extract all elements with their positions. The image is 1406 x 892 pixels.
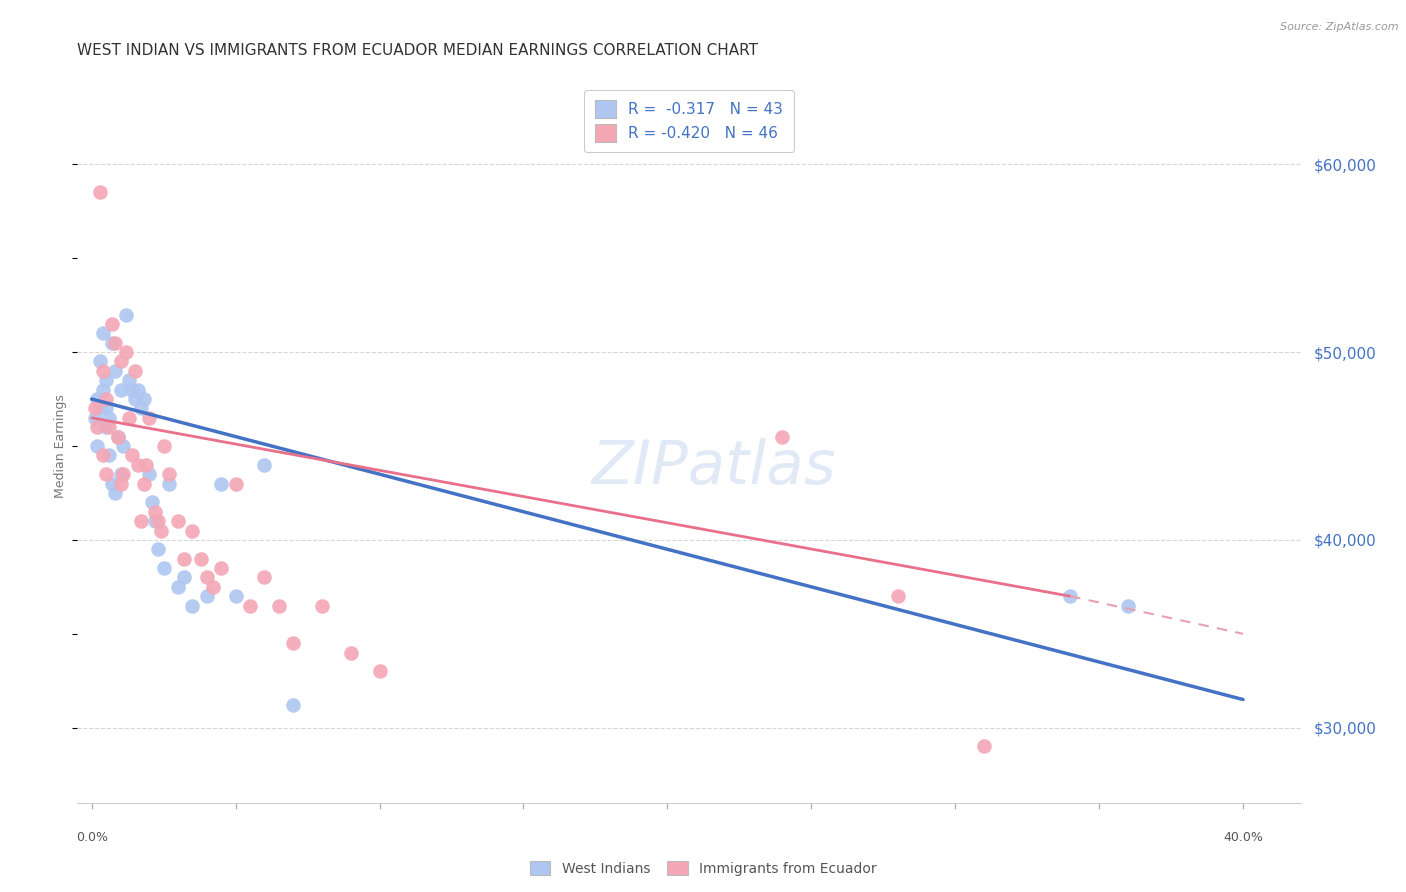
Point	[127, 383, 149, 397]
Point	[110, 476, 132, 491]
Point	[141, 495, 163, 509]
Legend: West Indians, Immigrants from Ecuador: West Indians, Immigrants from Ecuador	[524, 855, 882, 881]
Point	[253, 570, 276, 584]
Point	[124, 364, 146, 378]
Point	[89, 186, 111, 200]
Point	[104, 486, 127, 500]
Point	[209, 561, 232, 575]
Point	[195, 570, 218, 584]
Point	[138, 410, 160, 425]
Point	[107, 429, 129, 443]
Point	[101, 476, 124, 491]
Point	[112, 467, 135, 482]
Point	[181, 524, 204, 538]
Point	[129, 514, 152, 528]
Point	[368, 665, 391, 679]
Point	[104, 364, 127, 378]
Point	[124, 392, 146, 406]
Point	[253, 458, 276, 472]
Point	[167, 580, 190, 594]
Point	[138, 467, 160, 482]
Y-axis label: Median Earnings: Median Earnings	[53, 394, 67, 498]
Point	[112, 439, 135, 453]
Point	[283, 698, 305, 713]
Point	[127, 458, 149, 472]
Legend: R =  -0.317   N = 43, R = -0.420   N = 46: R = -0.317 N = 43, R = -0.420 N = 46	[583, 90, 794, 153]
Point	[152, 561, 174, 575]
Point	[339, 646, 361, 660]
Point	[110, 383, 132, 397]
Text: 0.0%: 0.0%	[76, 831, 108, 845]
Point	[173, 551, 195, 566]
Point	[149, 524, 172, 538]
Point	[135, 458, 157, 472]
Point	[86, 420, 108, 434]
Point	[267, 599, 290, 613]
Point	[283, 636, 305, 650]
Point	[225, 589, 247, 603]
Point	[143, 505, 166, 519]
Point	[94, 467, 117, 482]
Point	[118, 373, 141, 387]
Point	[132, 476, 155, 491]
Point	[94, 420, 117, 434]
Text: ZIPatlas: ZIPatlas	[591, 438, 835, 497]
Point	[94, 392, 117, 406]
Point	[104, 335, 127, 350]
Point	[132, 392, 155, 406]
Point	[107, 429, 129, 443]
Point	[115, 308, 138, 322]
Point	[159, 476, 181, 491]
Point	[1116, 599, 1139, 613]
Point	[98, 410, 121, 425]
Point	[83, 410, 105, 425]
Point	[201, 580, 224, 594]
Point	[146, 514, 169, 528]
Point	[86, 392, 108, 406]
Point	[190, 551, 212, 566]
Point	[118, 410, 141, 425]
Point	[195, 589, 218, 603]
Point	[94, 373, 117, 387]
Point	[89, 354, 111, 368]
Point	[159, 467, 181, 482]
Point	[121, 449, 143, 463]
Point	[886, 589, 908, 603]
Point	[94, 401, 117, 416]
Point	[129, 401, 152, 416]
Point	[772, 429, 794, 443]
Point	[98, 449, 121, 463]
Point	[91, 326, 114, 341]
Point	[146, 542, 169, 557]
Point	[167, 514, 190, 528]
Point	[91, 383, 114, 397]
Point	[209, 476, 232, 491]
Point	[225, 476, 247, 491]
Point	[83, 401, 105, 416]
Point	[91, 449, 114, 463]
Point	[110, 354, 132, 368]
Point	[86, 439, 108, 453]
Point	[239, 599, 262, 613]
Point	[173, 570, 195, 584]
Point	[973, 739, 995, 754]
Point	[98, 420, 121, 434]
Point	[121, 383, 143, 397]
Text: Source: ZipAtlas.com: Source: ZipAtlas.com	[1281, 22, 1399, 32]
Point	[311, 599, 333, 613]
Point	[143, 514, 166, 528]
Point	[115, 345, 138, 359]
Point	[152, 439, 174, 453]
Point	[181, 599, 204, 613]
Point	[89, 401, 111, 416]
Point	[1059, 589, 1081, 603]
Point	[110, 467, 132, 482]
Point	[101, 335, 124, 350]
Point	[101, 317, 124, 331]
Text: WEST INDIAN VS IMMIGRANTS FROM ECUADOR MEDIAN EARNINGS CORRELATION CHART: WEST INDIAN VS IMMIGRANTS FROM ECUADOR M…	[77, 43, 758, 58]
Text: 40.0%: 40.0%	[1223, 831, 1263, 845]
Point	[91, 364, 114, 378]
